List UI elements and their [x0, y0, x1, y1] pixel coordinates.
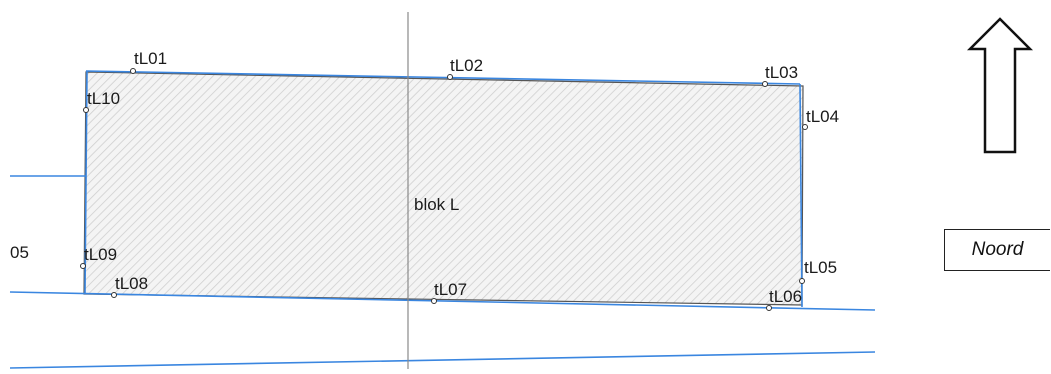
marker-tL10 [83, 107, 89, 113]
road-line-upper [9, 291, 876, 311]
marker-tL06 [766, 305, 772, 311]
label-tL08: tL08 [115, 274, 148, 293]
label-tL04: tL04 [806, 107, 839, 126]
marker-tL09 [80, 263, 86, 269]
label-tL10: tL10 [87, 89, 120, 108]
edge-label-05: 05 [10, 243, 29, 262]
marker-tL02 [447, 74, 453, 80]
road-line-lower [9, 351, 876, 369]
north-label: Noord [971, 239, 1024, 260]
marker-tL05 [799, 278, 805, 284]
parcel-top-edge [85, 70, 801, 85]
marker-tL01 [130, 68, 136, 74]
survey-markers [80, 68, 808, 311]
label-tL07: tL07 [434, 280, 467, 299]
marker-tL04 [802, 124, 808, 130]
point-labels: tL01 tL02 tL03 tL04 tL05 tL06 tL07 tL08 … [84, 49, 839, 306]
label-tL05: tL05 [804, 258, 837, 277]
north-legend-box: Noord [944, 229, 1050, 271]
marker-tL03 [762, 81, 768, 87]
block-label: blok L [414, 195, 459, 214]
marker-tL08 [111, 292, 117, 298]
parcel-right-edge [799, 83, 803, 308]
block-l-parcel [83, 71, 804, 306]
label-tL09: tL09 [84, 245, 117, 264]
label-tL01: tL01 [134, 49, 167, 68]
marker-tL07 [431, 298, 437, 304]
label-tL02: tL02 [450, 56, 483, 75]
label-tL06: tL06 [769, 287, 802, 306]
north-arrow-icon [966, 17, 1034, 154]
label-tL03: tL03 [765, 63, 798, 82]
